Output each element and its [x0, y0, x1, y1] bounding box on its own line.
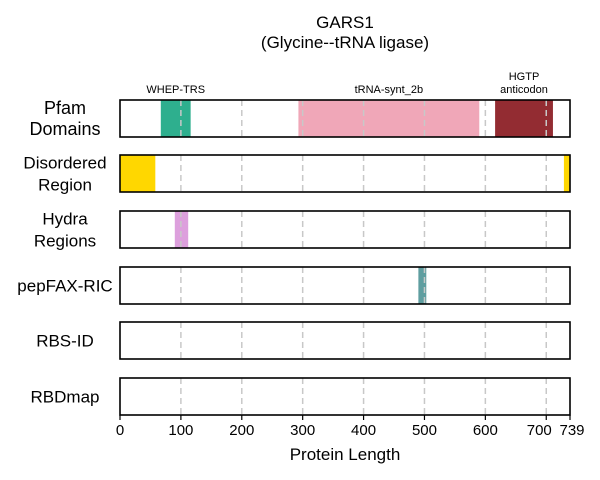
feature-segment — [298, 100, 480, 137]
x-axis: 0 100 200 300 400 500 600 700 739 — [116, 415, 585, 439]
track-label-line: RBDmap — [31, 388, 100, 407]
domain-label-line: WHEP-TRS — [146, 84, 205, 96]
x-tick-label: 700 — [527, 422, 552, 439]
feature-segment — [160, 100, 191, 137]
x-tick-label: 739 — [559, 422, 584, 439]
track-1: Disordered Region — [23, 154, 571, 195]
domain-label-line: tRNA-synt_2b — [355, 84, 423, 96]
domain-label-line: HGTP — [509, 71, 540, 83]
domain-label-line: anticodon — [500, 84, 548, 96]
x-tick-label: 0 — [116, 422, 124, 439]
track-label-line: Hydra — [42, 210, 88, 229]
feature-segment — [174, 211, 189, 248]
track-label-line: Disordered — [23, 154, 106, 173]
track-label-line: Pfam — [44, 98, 86, 118]
x-tick-label: 300 — [290, 422, 315, 439]
track-3: pepFAX-RIC — [17, 266, 571, 305]
track-label-line: Regions — [34, 232, 96, 251]
track-4: RBS-ID — [36, 321, 571, 360]
track-frame — [119, 266, 571, 305]
chart-title-line: (Glycine--tRNA ligase) — [261, 33, 429, 52]
track-label: Disordered Region — [23, 154, 106, 195]
track-label-line: Region — [38, 176, 92, 195]
x-axis-label: Protein Length — [290, 445, 401, 464]
track-frame — [119, 154, 571, 193]
track-label: RBDmap — [31, 388, 100, 407]
x-tick-label: 400 — [351, 422, 376, 439]
feature-segment — [563, 155, 570, 192]
track-label: pepFAX-RIC — [17, 277, 112, 296]
track-frame — [119, 99, 571, 138]
chart-title: GARS1(Glycine--tRNA ligase) — [261, 13, 429, 52]
track-2: Hydra Regions — [34, 210, 571, 251]
feature-segment — [495, 100, 553, 137]
track-5: RBDmap — [31, 377, 571, 416]
track-frame — [119, 210, 571, 249]
track-frame — [119, 321, 571, 360]
domain-label: tRNA-synt_2b — [355, 84, 423, 96]
track-label-line: Domains — [29, 119, 100, 139]
chart-title-line: GARS1 — [316, 13, 374, 32]
track-label: Hydra Regions — [34, 210, 96, 251]
x-tick-label: 200 — [229, 422, 254, 439]
x-tick-label: 500 — [412, 422, 437, 439]
track-label-line: pepFAX-RIC — [17, 277, 112, 296]
feature-segment — [120, 155, 156, 192]
track-frame — [119, 377, 571, 416]
track-label: RBS-ID — [36, 332, 94, 351]
x-tick-label: 600 — [473, 422, 498, 439]
domain-label: WHEP-TRS — [146, 84, 205, 96]
feature-segment — [418, 267, 427, 304]
track-label-line: RBS-ID — [36, 332, 94, 351]
x-tick-label: 100 — [168, 422, 193, 439]
